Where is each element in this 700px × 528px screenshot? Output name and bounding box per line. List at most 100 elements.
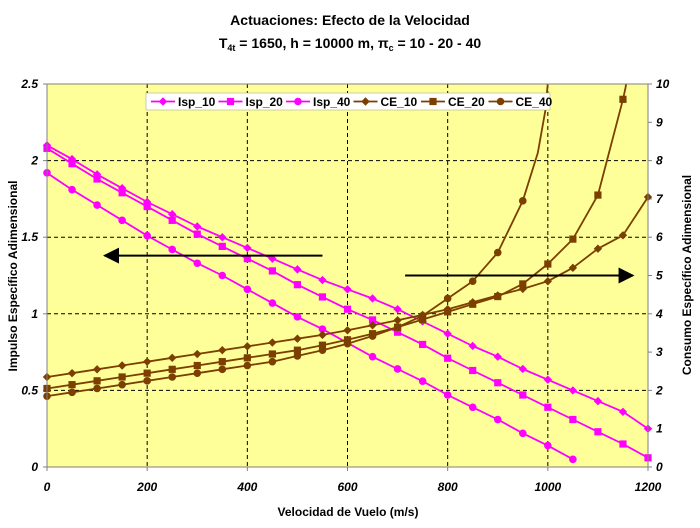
- y-right-tick-label: 9: [656, 115, 663, 129]
- data-point-isp-20: [68, 160, 76, 168]
- data-point-isp-40: [143, 231, 151, 240]
- data-point-isp-10: [493, 352, 502, 361]
- data-point-isp-10: [518, 364, 527, 374]
- series-line-isp-40: [47, 172, 574, 461]
- data-point-isp-20: [268, 267, 276, 275]
- data-point-ce-40: [343, 339, 352, 348]
- legend-marker-ce-10: [361, 97, 370, 106]
- subtitle-pi-symbol: π: [378, 35, 389, 51]
- data-point-isp-20: [318, 293, 327, 301]
- data-point-ce-10: [593, 244, 603, 253]
- data-point-isp-20: [218, 242, 226, 250]
- y-right-tick-label: 5: [656, 269, 663, 283]
- y-left-tick-label: 0.5: [21, 383, 38, 397]
- data-point-ce-10: [543, 277, 553, 286]
- subtitle-pi-sub: c: [389, 43, 394, 53]
- x-tick-label: 1000: [534, 480, 561, 494]
- data-point-isp-20: [444, 354, 452, 362]
- y-left-tick-label: 0: [31, 460, 38, 474]
- y-left-tick-label: 1: [31, 307, 38, 321]
- data-point-ce-20: [494, 292, 502, 301]
- legend: Isp_10 Isp_20 Isp_40 CE_10 CE_20 CE_40: [145, 92, 553, 111]
- data-point-isp-10: [543, 375, 553, 384]
- data-point-ce-40: [393, 323, 402, 332]
- subtitle-t-sub: 4t: [227, 43, 235, 53]
- data-point-ce-10: [218, 345, 227, 355]
- data-point-ce-40: [118, 380, 126, 389]
- data-point-isp-20: [368, 316, 377, 324]
- data-point-isp-10: [593, 396, 603, 406]
- data-point-isp-40: [318, 325, 327, 333]
- data-point-isp-20: [168, 216, 176, 224]
- x-tick-label: 800: [438, 480, 458, 494]
- data-point-ce-40: [143, 377, 151, 385]
- data-point-ce-10: [318, 330, 327, 340]
- x-tick-label: 400: [236, 480, 257, 494]
- y-right-tick-label: 0: [656, 460, 663, 474]
- data-point-ce-20: [544, 260, 552, 268]
- data-point-ce-20: [243, 354, 251, 362]
- data-point-isp-40: [193, 259, 202, 268]
- data-point-ce-10: [393, 316, 402, 325]
- legend-marker-isp-20: [226, 97, 235, 106]
- data-point-isp-40: [569, 455, 577, 464]
- data-point-isp-40: [368, 352, 377, 361]
- data-point-isp-40: [168, 245, 177, 254]
- legend-label-isp-40: Isp_40: [313, 95, 351, 109]
- subtitle-pi-rest: = 10 - 20 - 40: [394, 35, 482, 51]
- data-point-isp-10: [243, 243, 252, 253]
- data-point-isp-40: [393, 365, 402, 373]
- y-right-tick-label: 10: [656, 77, 670, 91]
- legend-label-ce-40: CE_40: [516, 95, 553, 109]
- data-point-ce-40: [318, 346, 327, 354]
- data-point-isp-40: [218, 271, 227, 280]
- data-point-ce-20: [343, 336, 352, 344]
- data-point-isp-10: [618, 407, 628, 417]
- data-point-isp-20: [143, 202, 151, 211]
- x-tick-label: 0: [44, 480, 51, 494]
- data-point-ce-20: [419, 315, 427, 324]
- y-right-tick-label: 2: [655, 383, 663, 397]
- data-point-isp-40: [68, 185, 76, 194]
- data-point-ce-10: [67, 368, 77, 378]
- y-left-tick-label: 2.5: [20, 77, 38, 91]
- subtitle-t-rest: = 1650, h = 10000 m,: [235, 35, 377, 51]
- data-point-ce-20: [193, 361, 201, 370]
- data-point-ce-10: [117, 361, 127, 370]
- data-point-ce-40: [418, 311, 427, 320]
- series-line-ce-20: [47, 84, 628, 390]
- legend-marker-ce-40: [496, 97, 505, 106]
- data-point-isp-20: [519, 391, 527, 399]
- y-right-tick-label: 6: [656, 230, 663, 244]
- data-point-ce-40: [68, 388, 76, 397]
- data-point-ce-10: [92, 365, 102, 374]
- data-point-isp-40: [493, 415, 502, 424]
- legend-marker-ce-20: [429, 97, 437, 106]
- data-point-isp-20: [93, 175, 101, 183]
- y-left-tick-labels: 0 0.5 1 1.5 2 2.5: [20, 77, 47, 474]
- x-tick-label: 1200: [635, 480, 662, 494]
- data-point-isp-20: [343, 305, 352, 313]
- y-left-tick-label: 2: [30, 154, 38, 168]
- data-point-ce-20: [569, 235, 577, 243]
- data-point-ce-20: [519, 280, 527, 288]
- y-right-tick-label: 8: [656, 154, 663, 168]
- data-point-ce-40: [518, 197, 527, 205]
- x-axis-label: Velocidad de Vuelo (m/s): [278, 505, 419, 519]
- data-point-ce-40: [268, 357, 277, 366]
- arrows-group: [102, 247, 635, 284]
- data-point-ce-10: [243, 342, 252, 351]
- data-point-isp-10: [92, 170, 102, 179]
- data-point-ce-40: [93, 384, 101, 393]
- data-point-ce-20: [68, 381, 76, 389]
- data-point-ce-20: [218, 358, 226, 366]
- data-point-ce-20: [469, 300, 477, 308]
- y-left-axis-label: Impulso Específico Adimensional: [6, 181, 20, 372]
- legend-label-ce-20: CE_20: [448, 95, 485, 109]
- x-tick-labels: 0 200 400 600 800 1000 1200: [44, 467, 662, 494]
- data-point-isp-40: [268, 299, 277, 307]
- data-point-ce-20: [168, 365, 176, 373]
- data-point-isp-10: [193, 222, 202, 231]
- y-right-tick-label: 3: [656, 345, 663, 359]
- data-point-isp-40: [243, 285, 252, 294]
